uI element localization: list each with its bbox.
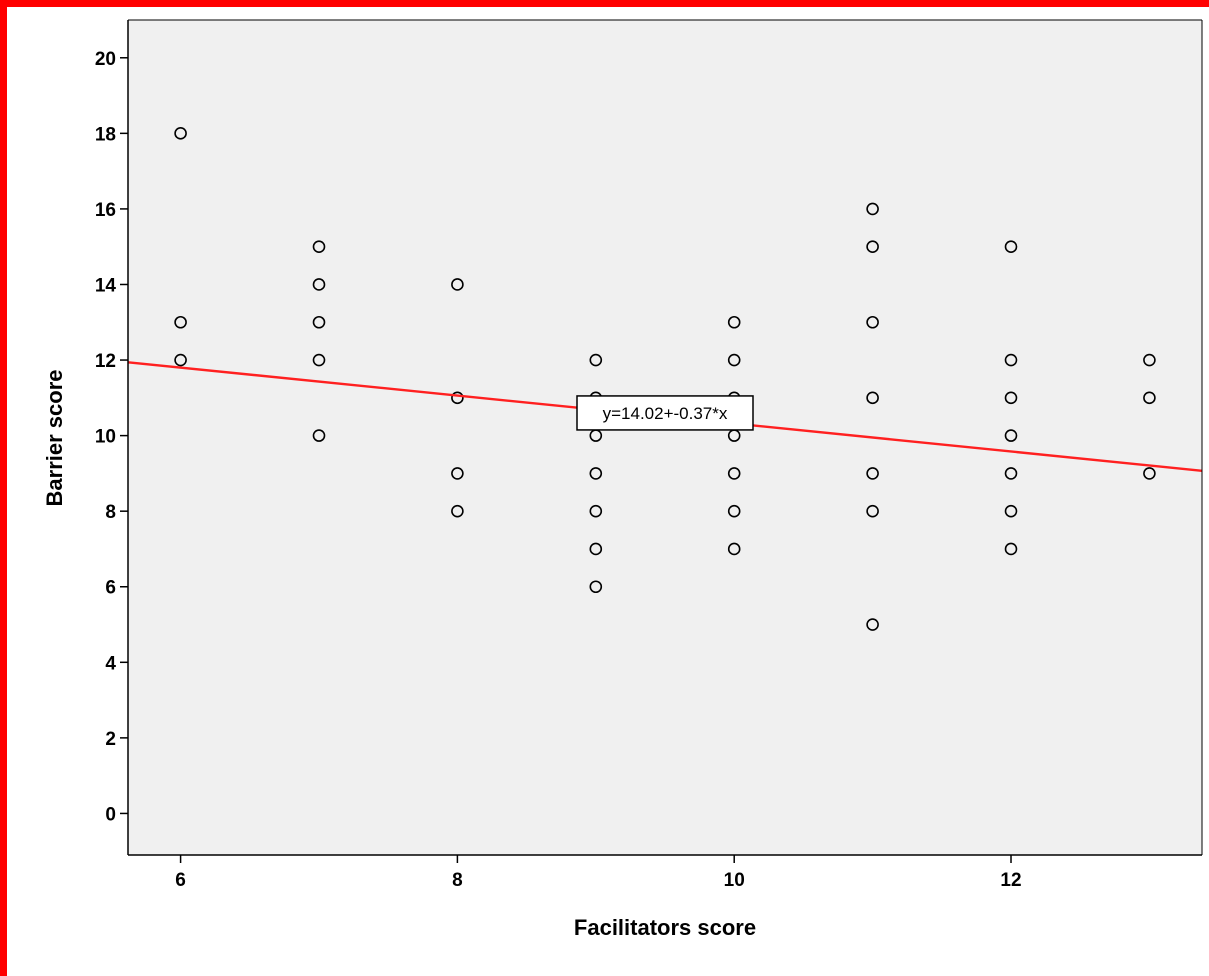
- regression-equation-label: y=14.02+-0.37*x: [576, 395, 754, 431]
- x-tick-label: 8: [452, 870, 463, 891]
- y-tick-label: 20: [95, 49, 116, 70]
- data-point: [866, 391, 879, 405]
- data-point: [1004, 542, 1018, 556]
- y-axis-title: Barrier score: [42, 370, 67, 507]
- y-tick-label: 2: [105, 729, 116, 750]
- data-point: [866, 467, 879, 480]
- data-point: [1004, 353, 1018, 367]
- data-point: [866, 618, 879, 631]
- data-point: [866, 240, 879, 253]
- data-point: [312, 353, 326, 367]
- data-point: [866, 202, 879, 216]
- y-tick-label: 14: [95, 275, 117, 296]
- data-point: [451, 391, 464, 405]
- y-tick-label: 18: [95, 124, 116, 145]
- data-point: [866, 315, 879, 329]
- y-tick-label: 8: [105, 502, 116, 523]
- data-point: [727, 353, 741, 367]
- data-point: [589, 580, 603, 594]
- equation-text: y=14.02+-0.37*x: [603, 404, 728, 423]
- x-tick-label: 12: [1000, 870, 1021, 891]
- data-point: [1004, 240, 1018, 253]
- data-point: [727, 542, 741, 556]
- plot-area: [128, 20, 1202, 855]
- y-tick-label: 16: [95, 200, 116, 221]
- y-tick-label: 6: [105, 578, 116, 599]
- data-point: [1143, 467, 1156, 480]
- data-point: [727, 315, 741, 329]
- data-point: [451, 504, 464, 518]
- data-point: [312, 278, 326, 291]
- data-point: [1004, 504, 1018, 518]
- x-axis-title: Facilitators score: [574, 915, 756, 940]
- data-point: [589, 467, 603, 480]
- data-point: [1004, 391, 1018, 405]
- data-point: [312, 315, 326, 329]
- y-tick-label: 0: [105, 804, 116, 825]
- data-point: [174, 127, 187, 140]
- y-tick-label: 12: [95, 351, 116, 372]
- data-point: [1004, 467, 1018, 480]
- x-tick-label: 10: [724, 870, 745, 891]
- data-point: [451, 278, 464, 291]
- data-point: [1143, 391, 1156, 405]
- data-point: [312, 429, 326, 442]
- data-point: [727, 504, 741, 518]
- data-point: [589, 353, 603, 367]
- data-point: [174, 315, 187, 329]
- y-tick-label: 10: [95, 427, 116, 448]
- data-point: [589, 504, 603, 518]
- data-point: [312, 240, 326, 253]
- chart-axes: 0 2 4 6 8 10 12 14 16 18 20 6 8 10 12: [95, 19, 1203, 891]
- data-point: [451, 467, 464, 480]
- data-point: [866, 504, 879, 518]
- x-tick-label: 6: [175, 870, 186, 891]
- data-point: [1143, 353, 1156, 367]
- data-point: [174, 353, 187, 367]
- y-tick-label: 4: [105, 653, 116, 674]
- data-point: [589, 542, 603, 556]
- data-point: [727, 467, 741, 480]
- data-point: [1004, 429, 1018, 442]
- equation-box: [576, 395, 754, 431]
